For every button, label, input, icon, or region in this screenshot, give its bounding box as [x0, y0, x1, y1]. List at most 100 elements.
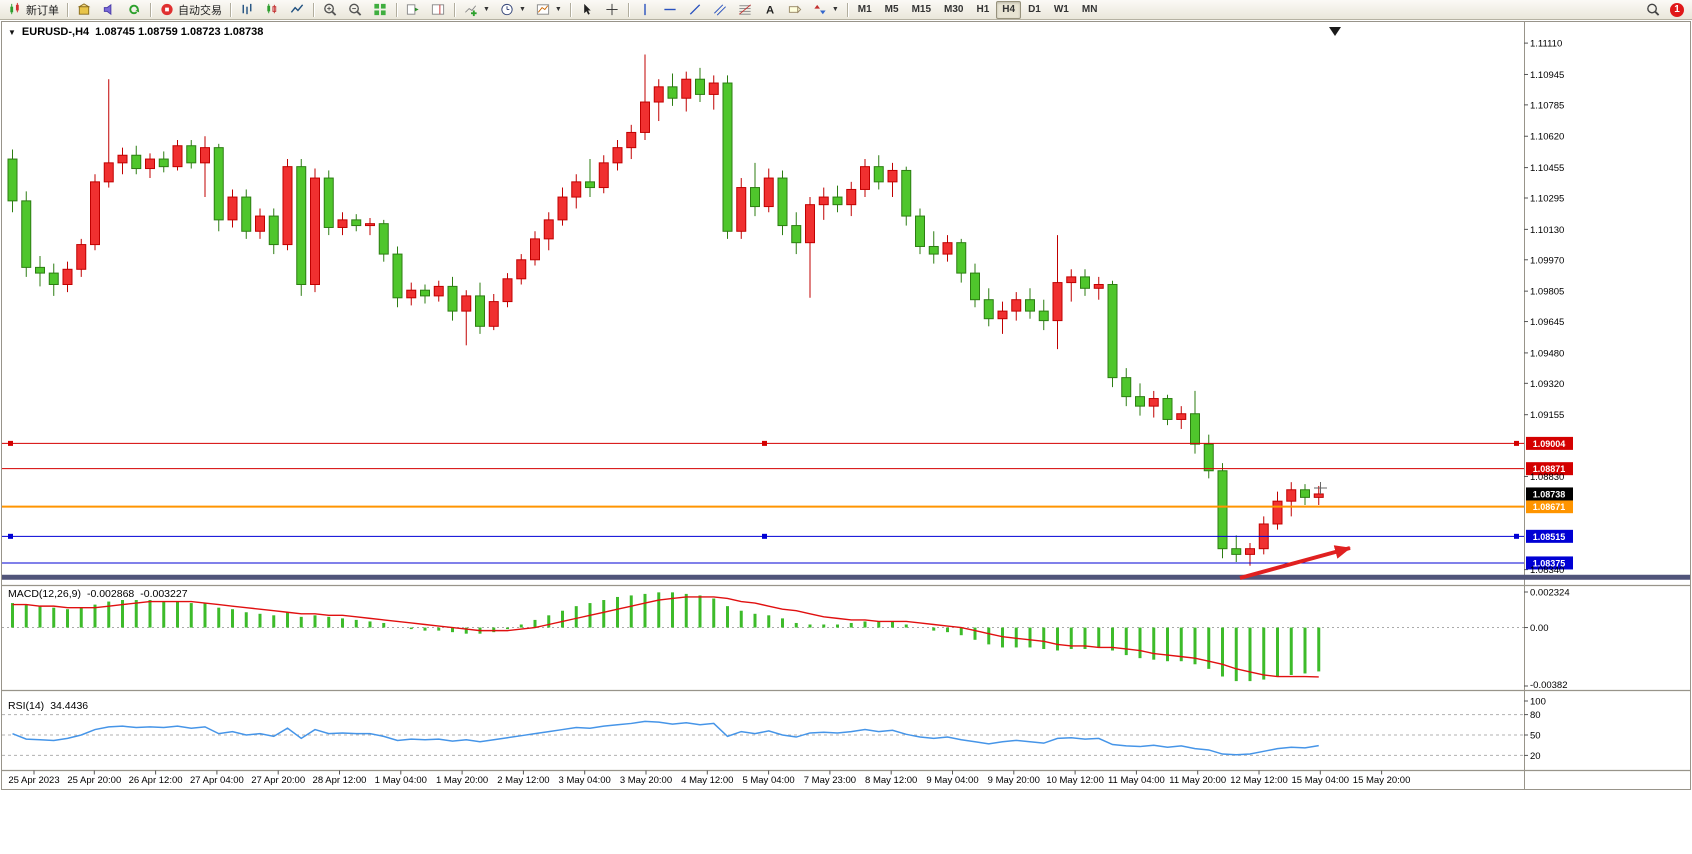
hline-price-badge — [1526, 556, 1573, 570]
time-tick-label: 1 May 04:00 — [375, 775, 427, 786]
candle-body — [598, 162, 609, 189]
navigator-button[interactable] — [122, 0, 146, 20]
chart-plot-area[interactable] — [1, 21, 1691, 790]
arrows-icon — [814, 4, 826, 15]
candle-body — [7, 158, 18, 202]
time-tick-label: 11 May 20:00 — [1169, 775, 1226, 786]
toolbar-separator — [230, 2, 231, 17]
toolbar-right: 1 — [1641, 0, 1689, 20]
timeframe-m15-button[interactable]: M15 — [911, 4, 932, 15]
hline-handle[interactable] — [762, 440, 767, 446]
tile-windows-button[interactable] — [368, 0, 392, 20]
vertical-line-button[interactable] — [633, 0, 657, 20]
macd-signal-value: -0.003227 — [140, 588, 188, 600]
candle-body — [1121, 377, 1132, 398]
toolbar-separator — [627, 2, 629, 17]
candle-body — [928, 245, 939, 255]
candle-body — [1107, 283, 1118, 379]
indicators-button[interactable]: ▼ — [459, 0, 494, 20]
chevron-down-icon: ▼ — [483, 6, 490, 13]
zoom-in-icon — [324, 3, 337, 16]
hline-handle[interactable] — [762, 533, 767, 539]
auto-trading-button[interactable]: 自动交易 — [155, 0, 226, 20]
price-tick-label: 1.10295 — [1530, 194, 1564, 205]
text-button[interactable]: A — [758, 0, 782, 20]
candle-body — [365, 223, 375, 227]
time-axis[interactable] — [33, 770, 1383, 775]
auto-scroll-button[interactable] — [401, 0, 425, 20]
search-button[interactable] — [1641, 0, 1665, 20]
periods-button[interactable]: ▼ — [495, 0, 530, 20]
templates-button[interactable]: ▼ — [531, 0, 566, 20]
candle-body — [1176, 413, 1187, 420]
candle-body — [791, 225, 802, 244]
candle-body — [585, 181, 595, 189]
candlestick-mode-button[interactable] — [260, 0, 284, 20]
crosshair-button[interactable] — [600, 0, 624, 20]
macd-label: MACD(12,26,9) -0.002868 -0.003227 — [8, 588, 188, 600]
price-tick-label: 1.08830 — [1530, 472, 1564, 483]
auto-trading-label: 自动交易 — [178, 4, 222, 17]
fibonacci-button[interactable] — [733, 0, 757, 20]
trendline-button[interactable] — [683, 0, 707, 20]
candle-body — [750, 187, 760, 208]
timeframe-m30-button[interactable]: M30 — [944, 4, 964, 15]
market-watch-button[interactable] — [72, 0, 96, 20]
price-tick-label: 1.10945 — [1530, 70, 1564, 81]
cursor-button[interactable] — [575, 0, 599, 20]
hline-handle[interactable] — [1514, 440, 1519, 446]
text-label-button[interactable] — [783, 0, 807, 20]
candle-body — [901, 169, 912, 217]
zoom-in-button[interactable] — [318, 0, 342, 20]
data-window-button[interactable] — [97, 0, 121, 20]
chart-ohlc-values: 1.08745 1.08759 1.08723 1.08738 — [95, 26, 264, 38]
timeframe-w1-button[interactable]: W1 — [1053, 4, 1069, 15]
line-chart-mode-button[interactable] — [285, 0, 309, 20]
hline-handle[interactable] — [8, 440, 13, 446]
zoom-out-button[interactable] — [343, 0, 367, 20]
equidistant-channel-icon — [713, 4, 726, 16]
candle-body — [873, 166, 884, 183]
hline-price-badge-text: 1.08871 — [1533, 464, 1566, 474]
notification-badge[interactable]: 1 — [1670, 2, 1684, 17]
candle-body — [1025, 299, 1035, 312]
timeframe-h1-button[interactable]: H1 — [976, 4, 990, 15]
new-order-button[interactable]: 新订单 — [3, 0, 63, 20]
current-price-badge — [1526, 487, 1573, 501]
candle-body — [653, 86, 664, 103]
timeframe-d1-button[interactable]: D1 — [1028, 4, 1041, 15]
rsi-axis-label: 100 — [1530, 697, 1546, 708]
candle-body — [1162, 398, 1173, 420]
timeframe-mn-button[interactable]: MN — [1081, 4, 1098, 15]
hline-handle[interactable] — [8, 533, 13, 539]
candle-body — [832, 196, 843, 206]
rsi-line — [12, 720, 1319, 756]
candles-layer — [7, 54, 1324, 566]
horizontal-line-button[interactable] — [658, 0, 682, 20]
scroll-to-end-marker[interactable] — [1329, 27, 1341, 36]
candle-body — [296, 166, 307, 285]
candle-body — [268, 215, 279, 246]
price-tick-label: 1.09805 — [1530, 287, 1564, 298]
candle-body — [887, 169, 898, 183]
equidistant-channel-button[interactable] — [708, 0, 732, 20]
arrows-button[interactable]: ▼ — [808, 0, 843, 20]
chart-menu-icon[interactable]: ▼ — [8, 27, 16, 37]
chart-shift-button[interactable] — [426, 0, 450, 20]
trend-arrow-annotation[interactable] — [1239, 545, 1351, 580]
time-tick-label: 11 May 04:00 — [1108, 775, 1165, 786]
timeframe-h4-button[interactable]: H4 — [996, 0, 1022, 19]
timeframe-m5-button[interactable]: M5 — [884, 4, 899, 15]
candle-body — [1038, 310, 1049, 322]
templates-icon — [536, 4, 549, 15]
text-label-icon — [788, 5, 802, 14]
timeframe-m1-button[interactable]: M1 — [857, 4, 872, 15]
candle-body — [1286, 489, 1297, 502]
price-axis[interactable] — [1524, 42, 1573, 571]
zoom-out-icon — [349, 3, 362, 16]
hline-handle[interactable] — [1514, 533, 1519, 539]
bar-chart-mode-button[interactable] — [235, 0, 259, 20]
candle-body — [1245, 548, 1255, 555]
fibonacci-icon — [738, 4, 751, 15]
